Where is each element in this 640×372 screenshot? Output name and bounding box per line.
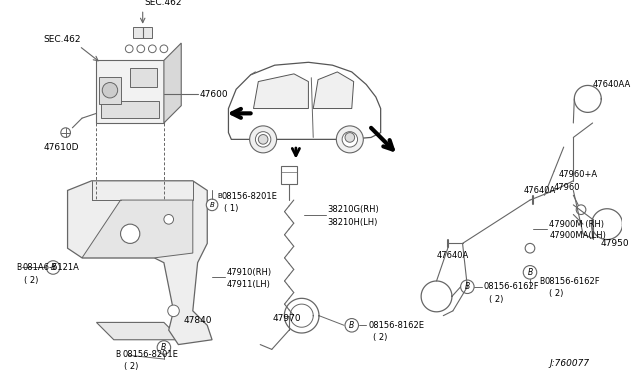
- Circle shape: [125, 45, 133, 53]
- Text: 47910(RH): 47910(RH): [227, 268, 271, 277]
- Text: B: B: [17, 263, 22, 272]
- Bar: [133, 27, 152, 38]
- Circle shape: [524, 266, 537, 279]
- Bar: [97, 60, 164, 123]
- Text: B: B: [465, 282, 470, 291]
- Text: B: B: [161, 343, 166, 352]
- Text: 08156-8201E: 08156-8201E: [221, 192, 278, 201]
- Text: 081A6-6121A: 081A6-6121A: [22, 263, 79, 272]
- Polygon shape: [164, 43, 181, 123]
- Text: ( 2): ( 2): [373, 333, 387, 342]
- Polygon shape: [68, 181, 212, 344]
- Text: 47900M (RH): 47900M (RH): [549, 219, 604, 229]
- Text: 08156-8162E: 08156-8162E: [368, 321, 424, 330]
- Text: 47840: 47840: [183, 316, 212, 325]
- Circle shape: [259, 135, 268, 144]
- Text: 38210H(LH): 38210H(LH): [328, 218, 378, 227]
- Circle shape: [342, 132, 358, 147]
- Text: 47911(LH): 47911(LH): [227, 280, 270, 289]
- Text: SEC.462: SEC.462: [145, 0, 182, 7]
- Text: B: B: [540, 278, 545, 286]
- Bar: [282, 166, 297, 184]
- Circle shape: [255, 132, 271, 147]
- Polygon shape: [82, 200, 193, 258]
- Bar: [130, 68, 157, 87]
- Circle shape: [160, 45, 168, 53]
- Text: J:760077: J:760077: [549, 359, 589, 368]
- Circle shape: [61, 128, 70, 137]
- Text: 47600: 47600: [200, 90, 228, 99]
- Polygon shape: [97, 323, 181, 340]
- Circle shape: [157, 341, 171, 354]
- Bar: [99, 77, 120, 104]
- Text: B: B: [349, 321, 355, 330]
- Circle shape: [46, 261, 60, 274]
- Text: ( 2): ( 2): [488, 295, 503, 304]
- Circle shape: [345, 133, 355, 142]
- Circle shape: [168, 305, 179, 317]
- Text: ( 1): ( 1): [223, 204, 238, 213]
- Circle shape: [576, 205, 586, 215]
- Text: ( 2): ( 2): [549, 289, 564, 298]
- Text: 38210G(RH): 38210G(RH): [328, 205, 380, 214]
- Circle shape: [137, 45, 145, 53]
- Text: SEC.462: SEC.462: [44, 35, 81, 44]
- Circle shape: [164, 215, 173, 224]
- Text: B: B: [210, 202, 214, 208]
- Text: 08156-6162F: 08156-6162F: [484, 282, 540, 291]
- Text: 08156-6162F: 08156-6162F: [545, 278, 600, 286]
- Text: B: B: [51, 263, 56, 272]
- Text: 47640AA: 47640AA: [593, 80, 631, 89]
- Text: B: B: [116, 350, 121, 359]
- Text: 47610D: 47610D: [44, 142, 79, 151]
- Text: 47950: 47950: [600, 239, 629, 248]
- Text: B: B: [527, 268, 532, 277]
- Text: 47960+A: 47960+A: [559, 170, 598, 179]
- Circle shape: [206, 199, 218, 211]
- Text: 47970: 47970: [273, 314, 301, 323]
- Polygon shape: [228, 62, 381, 140]
- Text: B: B: [217, 193, 221, 199]
- Text: 47640A: 47640A: [436, 251, 468, 260]
- Polygon shape: [313, 72, 354, 109]
- Circle shape: [525, 243, 535, 253]
- Polygon shape: [253, 74, 308, 109]
- Circle shape: [120, 224, 140, 243]
- Text: 47900MA(LH): 47900MA(LH): [549, 231, 606, 240]
- Circle shape: [250, 126, 276, 153]
- Circle shape: [461, 280, 474, 294]
- Circle shape: [102, 83, 118, 98]
- Circle shape: [148, 45, 156, 53]
- Text: ( 2): ( 2): [124, 362, 139, 371]
- Text: 08156-8201E: 08156-8201E: [122, 350, 179, 359]
- Circle shape: [337, 126, 364, 153]
- Bar: [101, 101, 159, 118]
- Circle shape: [345, 318, 358, 332]
- Text: 47640A: 47640A: [524, 186, 556, 195]
- Text: 47960: 47960: [554, 183, 580, 192]
- Text: ( 2): ( 2): [24, 276, 38, 285]
